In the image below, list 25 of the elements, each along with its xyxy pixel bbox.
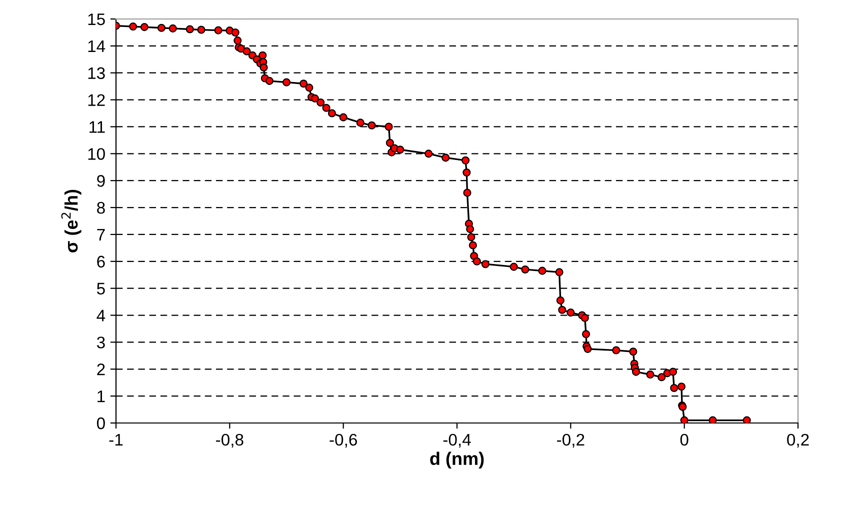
- y-tick-label: 13: [88, 67, 105, 80]
- y-tick-label: 0: [96, 417, 105, 430]
- y-axis-title: σ (e$^{2}$/h): [61, 190, 82, 252]
- y-tick-label: 4: [96, 310, 106, 322]
- x-tick-label: 0,2: [787, 434, 809, 448]
- y-tick-label: 11: [90, 121, 105, 133]
- x-tick-label: -0,4: [443, 434, 471, 448]
- x-tick-label: 0: [680, 434, 688, 446]
- y-tick-label: 10: [88, 148, 105, 160]
- y-tick-label: 5: [96, 282, 105, 295]
- x-axis-title: d (nm): [430, 452, 484, 469]
- y-tick-label: 15: [88, 14, 105, 26]
- y-tick-label: 9: [97, 175, 105, 187]
- x-tick-label: -1: [109, 434, 123, 446]
- y-tick-label: 1: [98, 390, 105, 402]
- y-tick-label: 8: [97, 202, 105, 214]
- y-tick-label: 2: [97, 364, 105, 376]
- y-tick-label: 3: [96, 336, 105, 348]
- x-tick-label: -0,2: [557, 434, 584, 448]
- y-tick-label: 6: [97, 256, 105, 268]
- y-tick-label: 7: [97, 229, 105, 241]
- y-tick-label: 14: [88, 40, 106, 52]
- x-tick-label: -0,6: [330, 434, 357, 448]
- y-tick-label: 12: [88, 94, 105, 106]
- x-tick-label: -0,8: [216, 434, 244, 448]
